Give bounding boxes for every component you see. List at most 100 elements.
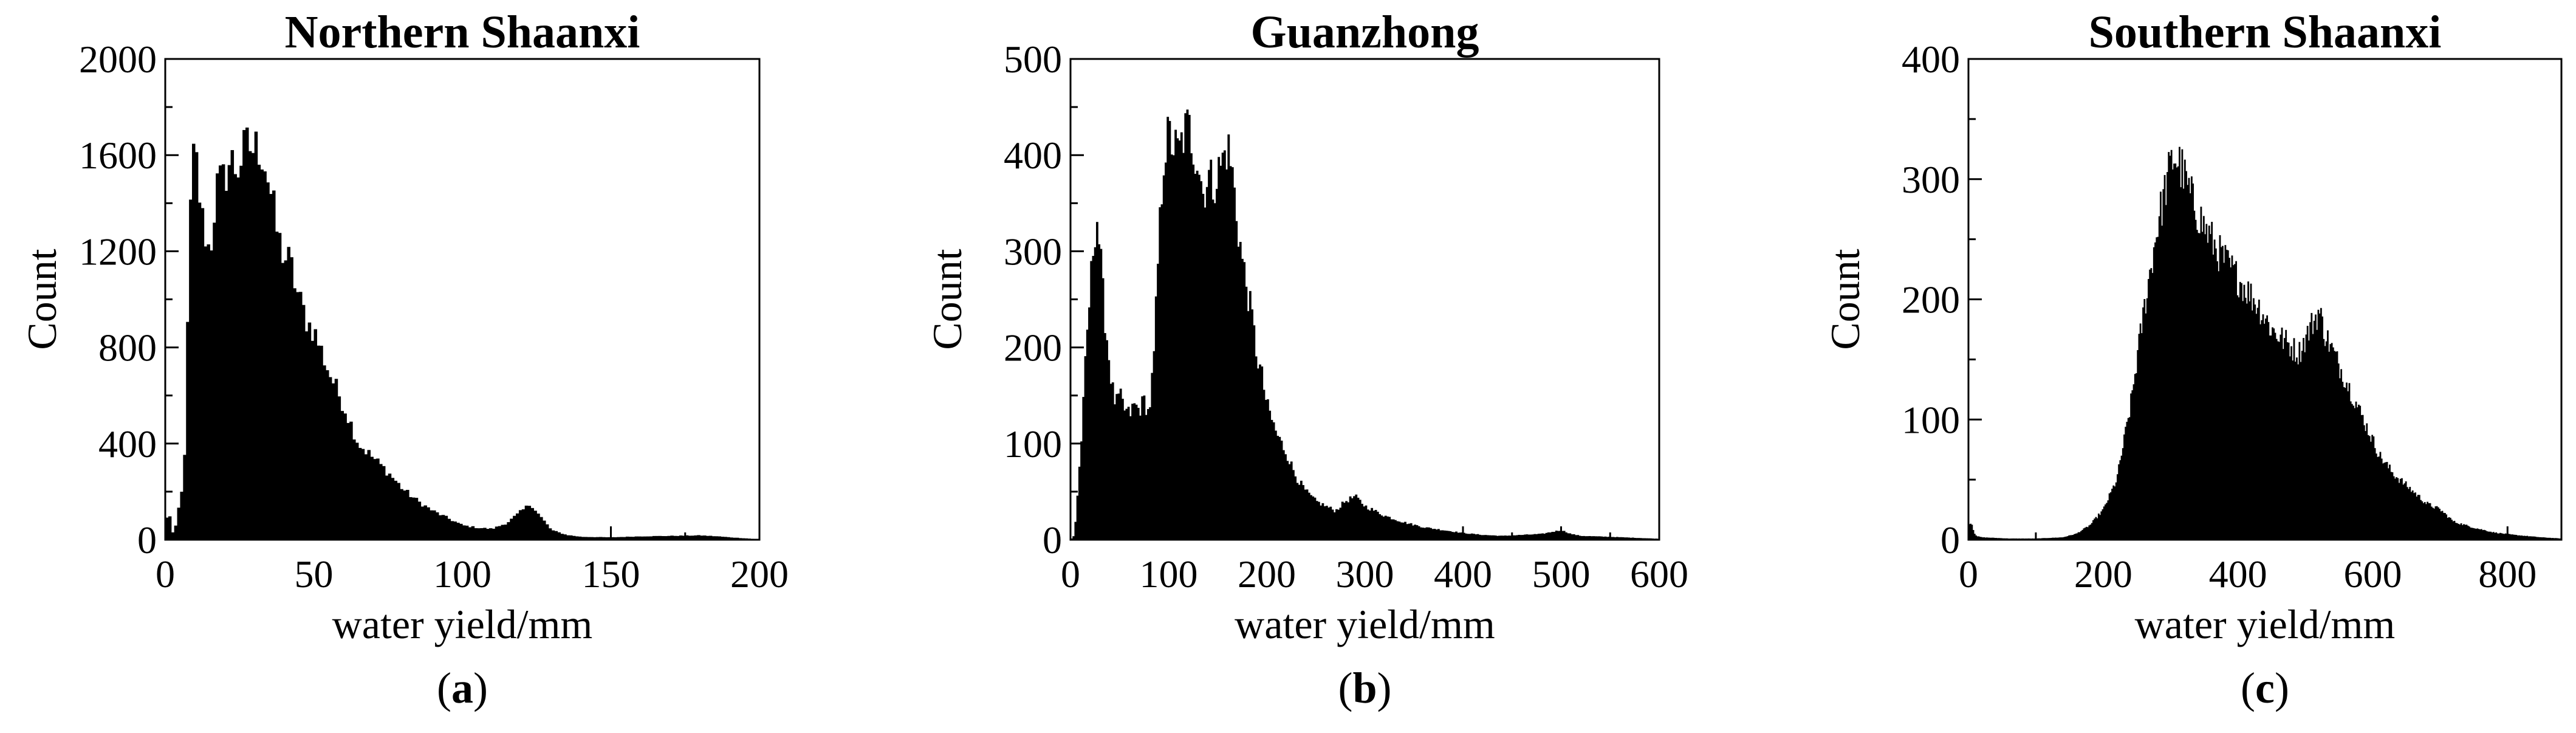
chart-title: Southern Shaanxi <box>2089 7 2442 58</box>
histogram-bar-60 <box>1188 115 1191 540</box>
histogram-bar-421 <box>2535 537 2538 540</box>
histogram-bar-3 <box>1076 495 1079 540</box>
histogram-bar-96 <box>450 521 454 540</box>
histogram-bar-286 <box>2354 408 2356 540</box>
histogram-bar-90 <box>2089 525 2092 540</box>
histogram-bar-27 <box>1123 410 1126 540</box>
histogram-bar-136 <box>1337 509 1340 540</box>
histogram-bar-29 <box>1127 407 1130 540</box>
histogram-bar-46 <box>1160 204 1163 540</box>
histogram-bar-160 <box>640 536 644 540</box>
histogram-bar-261 <box>2320 308 2322 540</box>
histogram-bar-347 <box>2436 506 2438 540</box>
histogram-bar-317 <box>2396 477 2397 540</box>
histogram-bar-123 <box>530 508 534 540</box>
histogram-bar-279 <box>1618 537 1620 540</box>
histogram-bar-138 <box>2154 242 2156 540</box>
histogram-bar-408 <box>2518 535 2520 540</box>
histogram-bar-102 <box>2106 503 2108 540</box>
histogram-bar-89 <box>2088 525 2091 540</box>
histogram-bar-282 <box>1623 537 1626 540</box>
histogram-bar-69 <box>1205 187 1208 540</box>
histogram-bar-283 <box>1626 537 1628 540</box>
histogram-bar-191 <box>732 537 736 540</box>
histogram-bar-90 <box>1247 311 1250 540</box>
histogram-bar-150 <box>611 537 614 540</box>
histogram-bar-234 <box>1529 534 1532 540</box>
histogram-bar-275 <box>1610 537 1613 540</box>
histogram-bar-74 <box>2068 535 2070 540</box>
histogram-bar-45 <box>1159 207 1162 540</box>
histogram-bar-172 <box>1408 523 1411 540</box>
histogram-bar-177 <box>2207 243 2209 540</box>
histogram-bar-68 <box>1204 207 1207 540</box>
histogram-bar-90 <box>433 510 436 540</box>
histogram-bar-131 <box>554 531 558 540</box>
histogram-bar-100 <box>1267 399 1269 540</box>
histogram-bar-196 <box>1455 531 1458 540</box>
y-tick-label: 0 <box>1043 518 1062 562</box>
histogram-bar-380 <box>2480 529 2482 540</box>
histogram-bar-68 <box>367 450 371 540</box>
histogram-bar-388 <box>2491 532 2493 540</box>
histogram-bar-265 <box>2325 341 2328 540</box>
histogram-bar-274 <box>2337 363 2340 540</box>
histogram-bar-2 <box>1971 525 1973 540</box>
histogram-bar-104 <box>2108 493 2111 540</box>
histogram-bar-28 <box>248 151 252 540</box>
histogram-bar-159 <box>2182 188 2185 540</box>
histogram-bar-323 <box>2403 483 2406 540</box>
histogram-bar-357 <box>2449 517 2451 540</box>
histogram-bar-50 <box>313 329 317 540</box>
histogram-bar-277 <box>1614 537 1617 540</box>
histogram-bar-92 <box>1251 309 1253 540</box>
histogram-bar-161 <box>1386 516 1389 540</box>
histogram-bar-248 <box>2303 338 2304 540</box>
histogram-bar-169 <box>2196 230 2198 540</box>
y-tick-label: 0 <box>137 518 157 562</box>
histogram-bar-207 <box>2247 281 2249 540</box>
histogram-bar-66 <box>1200 181 1203 540</box>
histogram-bar-17 <box>216 173 219 540</box>
histogram-bar-202 <box>2241 283 2242 540</box>
histogram-bar-123 <box>2134 374 2136 540</box>
histogram-bar-146 <box>2165 205 2167 540</box>
histogram-bar-424 <box>2540 537 2542 540</box>
histogram-bar-3 <box>174 525 178 540</box>
histogram-bar-158 <box>634 536 639 540</box>
histogram-bar-365 <box>2460 523 2462 540</box>
histogram-bar-396 <box>2502 533 2504 540</box>
histogram-bar-47 <box>1162 175 1165 540</box>
histogram-bar-146 <box>1357 497 1360 540</box>
histogram-bar-111 <box>495 526 499 540</box>
histogram-bar-129 <box>548 528 552 540</box>
histogram-bar-173 <box>1410 523 1413 540</box>
histogram-bar-325 <box>2406 487 2408 540</box>
histogram-bar-18 <box>1992 537 1995 540</box>
histogram-bar-253 <box>1567 533 1570 540</box>
histogram-bar-141 <box>2158 216 2160 540</box>
histogram-bar-96 <box>1259 364 1261 540</box>
histogram-bar-343 <box>2430 506 2433 540</box>
histogram-bar-5 <box>1080 441 1083 540</box>
histogram-bar-190 <box>730 537 733 540</box>
histogram-bar-194 <box>1451 532 1454 540</box>
histogram-bar-168 <box>664 536 668 540</box>
histogram-bar-186 <box>718 536 722 540</box>
y-tick-label: 1600 <box>79 134 157 177</box>
histogram-bar-111 <box>1288 464 1291 540</box>
x-tick-label: 400 <box>2209 552 2267 596</box>
histogram-bar-86 <box>1239 242 1242 540</box>
histogram-bar-62 <box>349 421 353 540</box>
histogram-bar-70 <box>2063 537 2065 540</box>
histogram-bar-288 <box>2356 407 2358 540</box>
histogram-bar-48 <box>307 322 312 540</box>
x-tick-label: 200 <box>730 552 789 596</box>
histogram-bar-127 <box>543 520 546 540</box>
histogram-bar-108 <box>486 529 490 540</box>
histogram-bar-166 <box>658 535 662 540</box>
histogram-bar-189 <box>2223 263 2225 540</box>
histogram-bar-308 <box>2383 463 2386 540</box>
histogram-bar-366 <box>2461 525 2464 540</box>
histogram-bar-88 <box>426 507 430 540</box>
